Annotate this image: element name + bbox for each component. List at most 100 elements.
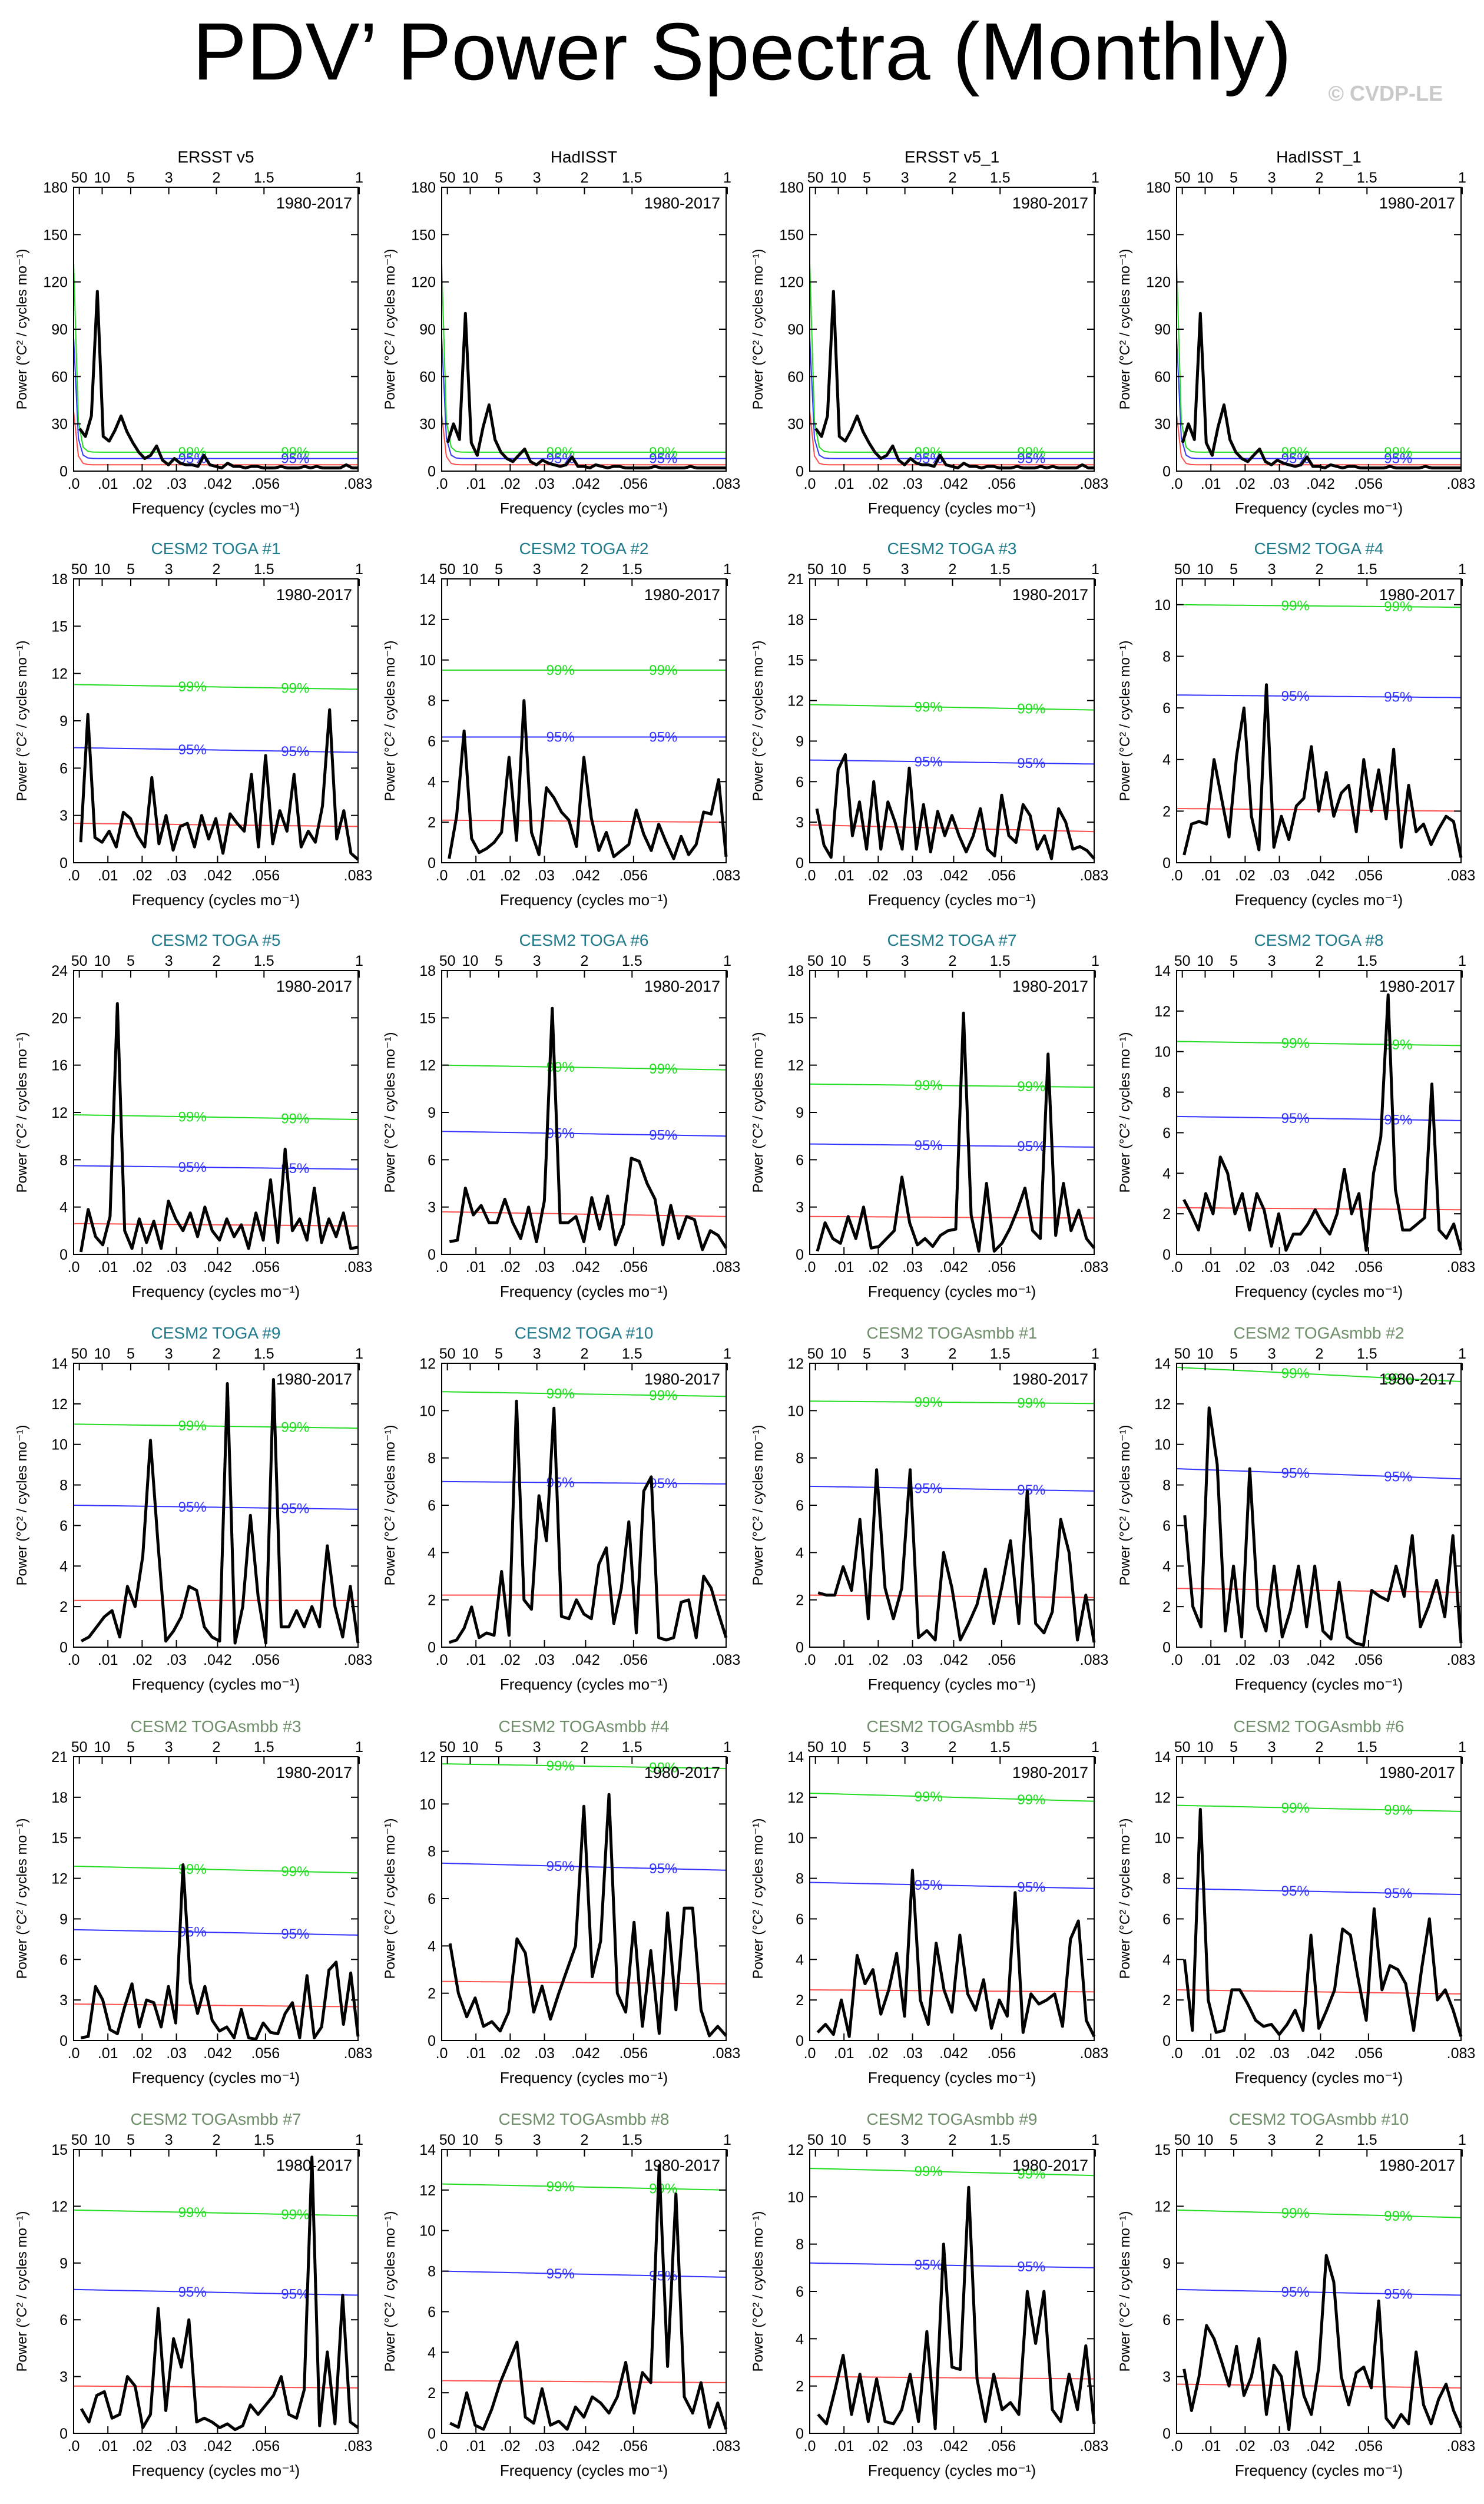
ci99-label: 99%	[281, 445, 309, 461]
panel-title: CESM2 TOGA #7	[887, 931, 1017, 949]
spectrum-line	[1182, 2254, 1463, 2432]
y-tick-label: 18	[51, 1790, 68, 1806]
y-tick-label: 4	[796, 2331, 804, 2347]
x-top-tick-label: 2	[213, 1346, 221, 1362]
ci99-label: 99%	[649, 445, 677, 461]
page-title: PDV’ Power Spectra (Monthly)	[192, 6, 1292, 97]
x-tick-label: .01	[1201, 1259, 1221, 1276]
x-tick-label: .01	[834, 2045, 854, 2062]
ci99-label: 99%	[281, 1420, 309, 1436]
panel-title: CESM2 TOGA #4	[1254, 539, 1384, 558]
x-tick-label: .0	[68, 476, 80, 492]
ci95-label: 95%	[649, 451, 677, 467]
y-tick-label: 0	[59, 463, 68, 480]
x-tick-label: .083	[1447, 867, 1476, 884]
y-tick-label: 10	[1154, 1437, 1171, 1453]
period-label: 1980-2017	[644, 1764, 720, 1781]
red-noise-curve	[809, 2376, 1095, 2380]
x-top-tick-label: 2	[213, 953, 221, 969]
ci99-label: 99%	[649, 2181, 677, 2197]
y-tick-label: 3	[59, 1992, 68, 2009]
y-tick-label: 60	[419, 369, 436, 385]
y-tick-label: 15	[787, 653, 804, 669]
y-tick-label: 0	[1162, 463, 1171, 480]
ci95-label: 95%	[281, 744, 309, 760]
x-tick-label: .0	[68, 2438, 80, 2455]
spectrum-line	[1181, 312, 1461, 470]
y-axis-label: Power (°C² / cycles mo⁻¹)	[14, 1819, 30, 1979]
x-top-tick-label: 3	[901, 953, 909, 969]
ci95-label: 95%	[1017, 1139, 1045, 1155]
ci99-curve	[809, 263, 1094, 453]
panel-title: HadISST	[551, 148, 618, 166]
y-tick-label: 30	[787, 416, 804, 433]
x-tick-label: .01	[98, 1652, 118, 1668]
x-top-tick-label: 3	[1268, 1346, 1276, 1362]
x-tick-label: .01	[466, 476, 486, 492]
x-axis-label: Frequency (cycles mo⁻¹)	[1235, 2462, 1403, 2479]
spectrum-panel: 99%95%99%95%0369121518.0.01.02.03.042.05…	[382, 931, 740, 1300]
x-tick-label: .056	[988, 1652, 1016, 1668]
period-label: 1980-2017	[644, 2157, 720, 2174]
x-tick-label: .042	[203, 2045, 232, 2062]
x-axis-label: Frequency (cycles mo⁻¹)	[132, 1283, 300, 1300]
x-tick-label: .0	[804, 867, 816, 884]
ci99-curve	[809, 2168, 1095, 2177]
y-tick-label: 4	[796, 1545, 804, 1561]
x-tick-label: .03	[1269, 1259, 1290, 1276]
y-tick-label: 4	[428, 1545, 436, 1561]
ci95-label: 95%	[915, 754, 943, 770]
y-tick-label: 4	[1162, 752, 1171, 769]
x-tick-label: .03	[534, 1652, 555, 1668]
ci99-label: 99%	[1384, 1803, 1412, 1819]
x-tick-label: .03	[166, 2438, 187, 2455]
x-top-tick-label: 1	[1091, 561, 1099, 578]
x-tick-label: .056	[1354, 867, 1383, 884]
y-axis-label: Power (°C² / cycles mo⁻¹)	[14, 2211, 30, 2372]
y-axis-label: Power (°C² / cycles mo⁻¹)	[750, 1032, 766, 1193]
spectrum-panel: 99%95% 99%95%0306090120150180.0.01.02.03.…	[382, 148, 740, 517]
ci95-curve	[73, 337, 358, 459]
ci95-curve	[73, 1929, 359, 1936]
x-tick-label: .01	[98, 2438, 118, 2455]
x-top-tick-label: 1.5	[990, 2132, 1011, 2148]
ci95-label: 95%	[1017, 451, 1045, 467]
y-tick-label: 60	[51, 369, 68, 385]
x-top-tick-label: 1.5	[1357, 1739, 1377, 1756]
ci95-label: 95%	[178, 2284, 207, 2300]
y-tick-label: 0	[59, 855, 68, 872]
x-tick-label: .056	[1354, 1652, 1383, 1668]
x-top-tick-label: 1	[355, 170, 363, 186]
y-tick-label: 6	[59, 1952, 68, 1968]
x-tick-label: .03	[166, 867, 187, 884]
plot-frame	[73, 1363, 359, 1648]
period-label: 1980-2017	[1012, 586, 1088, 604]
ci95-label: 95%	[546, 2266, 575, 2282]
x-tick-label: .042	[1306, 2045, 1335, 2062]
x-tick-label: .01	[98, 867, 118, 884]
x-tick-label: .056	[620, 2045, 648, 2062]
ci95-label: 95%	[281, 2286, 309, 2302]
y-tick-label: 0	[59, 1247, 68, 1263]
y-tick-label: 150	[43, 227, 68, 243]
x-top-tick-label: 10	[94, 561, 111, 578]
x-top-tick-label: 10	[1197, 170, 1214, 186]
ci99-curve	[73, 263, 358, 453]
y-tick-label: 2	[796, 2379, 804, 2395]
x-top-tick-label: 1.5	[622, 1346, 642, 1362]
y-tick-label: 0	[428, 855, 436, 872]
y-tick-label: 12	[419, 1058, 436, 1074]
x-tick-label: .056	[251, 867, 280, 884]
y-tick-label: 6	[428, 733, 436, 750]
period-label: 1980-2017	[644, 1370, 720, 1388]
y-tick-label: 15	[51, 2142, 68, 2158]
red-noise-curve	[1176, 1989, 1462, 1995]
x-tick-label: .083	[344, 2438, 373, 2455]
y-tick-label: 6	[428, 2304, 436, 2320]
period-label: 1980-2017	[1012, 1370, 1088, 1388]
x-top-tick-label: 1.5	[254, 1739, 274, 1756]
ci99-label: 99%	[649, 1061, 677, 1077]
ci99-curve	[1176, 1041, 1462, 1046]
x-top-tick-label: 5	[1230, 2132, 1238, 2148]
x-top-tick-label: 5	[1230, 1739, 1238, 1756]
